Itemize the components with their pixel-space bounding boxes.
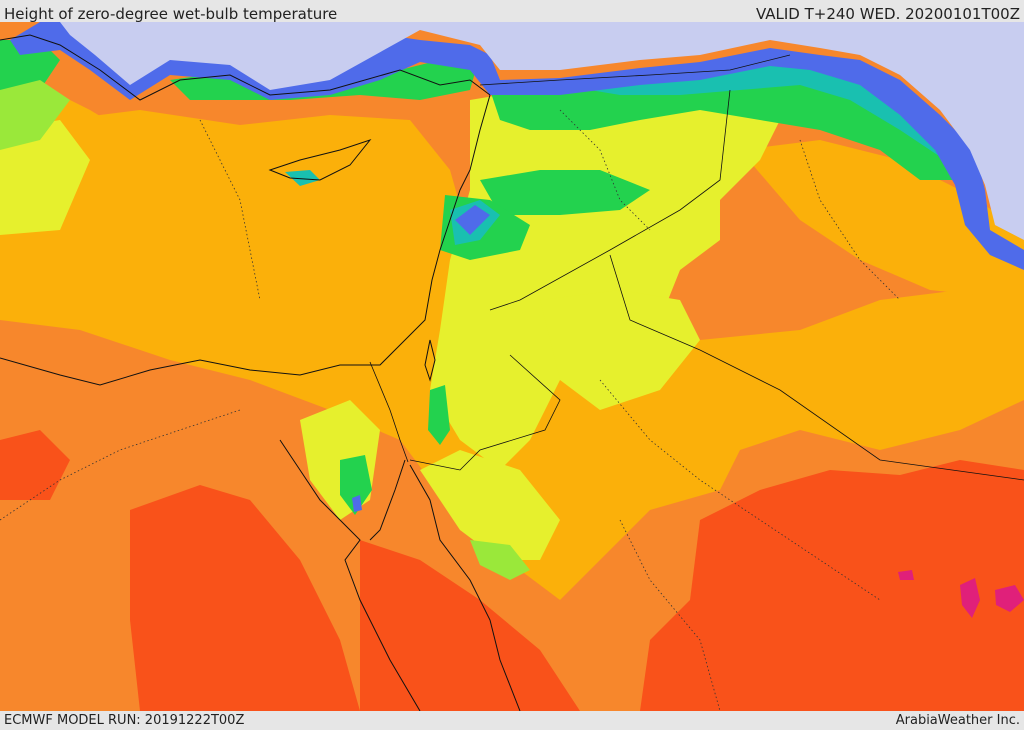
admin-boundaries	[0, 109, 901, 711]
coast-gulf-suez	[279, 439, 421, 711]
model-run: ECMWF MODEL RUN: 20191222T00Z	[4, 713, 245, 728]
credit: ArabiaWeather Inc.	[895, 713, 1020, 728]
country-borders	[369, 54, 1024, 481]
field-green-jordan-valley	[428, 385, 450, 445]
field-green-saudi	[470, 540, 530, 580]
field-magenta-3	[898, 570, 914, 580]
field-yellow-jordan	[540, 290, 700, 410]
field-yellow-saudi	[420, 450, 560, 560]
field-magenta-2	[995, 585, 1024, 612]
field-amber-east	[740, 140, 1024, 300]
coast-gulf-aqaba	[369, 459, 406, 541]
coast-redsea-east	[409, 464, 521, 711]
coastlines	[0, 34, 521, 711]
field-red-nw	[0, 430, 70, 500]
field-yellowgreen-nw	[0, 80, 70, 150]
field-blue-sinai	[352, 495, 362, 512]
coast-levant	[0, 94, 491, 386]
field-blue-lebanon	[455, 205, 490, 235]
field-pale-north	[60, 22, 1024, 240]
admin-1	[0, 409, 241, 521]
field-red-sea	[360, 540, 580, 711]
field-red-east	[640, 460, 1024, 711]
field-green-syria	[480, 170, 650, 215]
coast-dead-sea	[424, 339, 436, 382]
border-syria-iraq	[489, 89, 731, 311]
field-red-west	[130, 485, 360, 711]
footer-bar: ECMWF MODEL RUN: 20191222T00Z ArabiaWeat…	[0, 711, 1024, 729]
admin-2	[599, 379, 881, 601]
weather-map	[0, 22, 1024, 711]
coast-north-med	[0, 34, 491, 101]
map-title: Height of zero-degree wet-bulb temperatu…	[4, 5, 338, 23]
admin-5	[199, 119, 261, 301]
border-jordan-saudi	[609, 254, 1024, 481]
coast-cyprus	[268, 138, 372, 181]
header-bar: Height of zero-degree wet-bulb temperatu…	[0, 0, 1024, 23]
field-magenta-1	[960, 578, 980, 618]
border-egypt-israel	[369, 361, 409, 463]
border-turkey-syria	[479, 54, 791, 86]
border-jordan-east	[409, 354, 561, 471]
admin-3	[559, 109, 651, 231]
field-yellow-west	[0, 120, 90, 235]
field-green-sinai	[340, 455, 372, 515]
valid-time: VALID T+240 WED. 20200101T00Z	[755, 5, 1020, 23]
field-cyan-cyprus	[285, 170, 320, 186]
